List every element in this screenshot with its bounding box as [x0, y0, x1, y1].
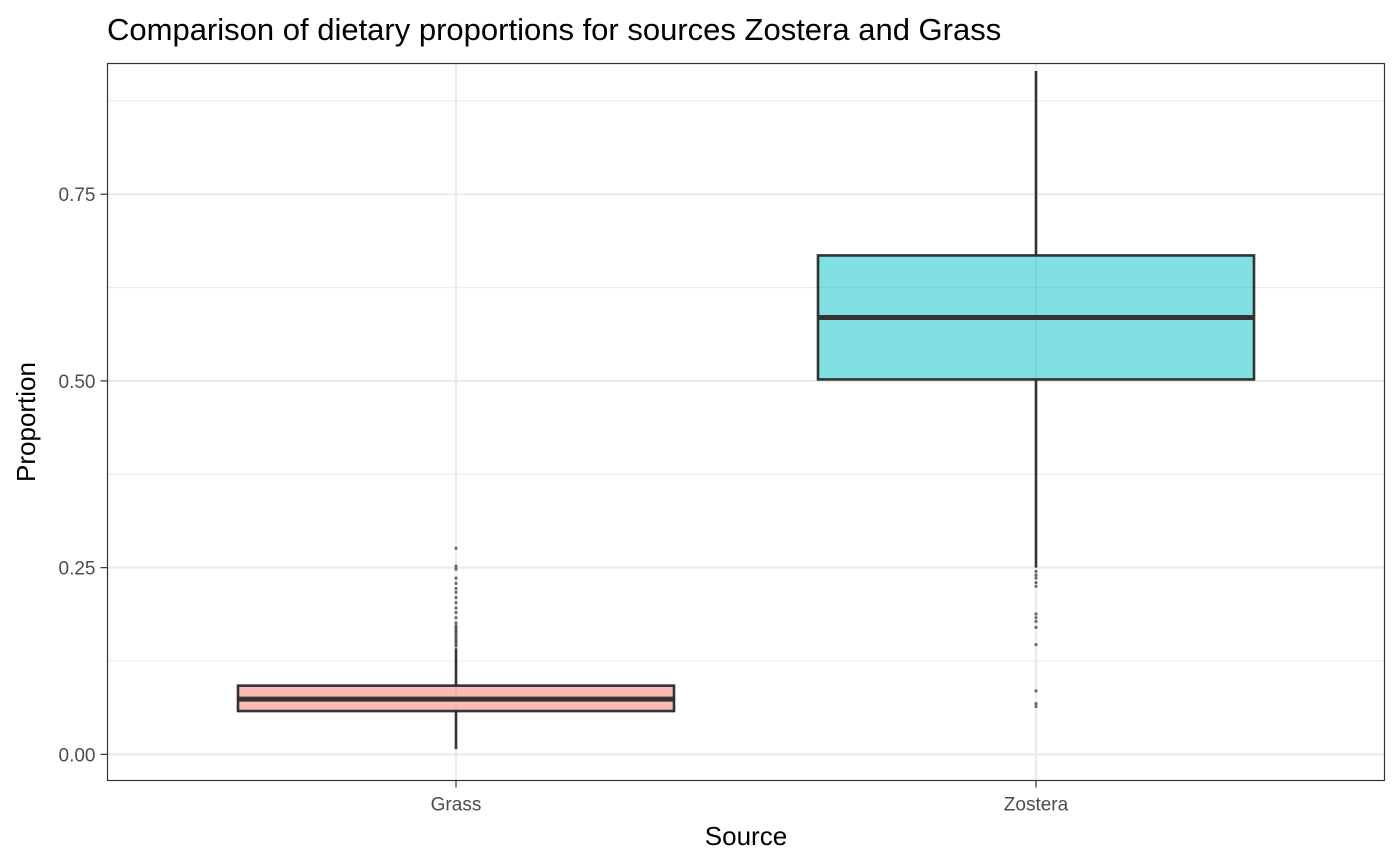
outlier-point	[1034, 569, 1038, 573]
outlier-point	[454, 606, 458, 610]
chart-title: Comparison of dietary proportions for so…	[107, 12, 1001, 47]
outlier-point	[1034, 616, 1038, 620]
outlier-point	[1034, 584, 1038, 588]
box-zostera	[816, 70, 1256, 709]
outlier-point	[454, 581, 458, 585]
outlier-point	[1034, 619, 1038, 624]
outlier-point	[454, 642, 458, 646]
outlier-point	[454, 628, 458, 632]
outlier-point	[1034, 576, 1038, 580]
outlier-point	[454, 637, 458, 641]
grid-layer	[107, 63, 1385, 781]
outlier-point	[1034, 612, 1038, 616]
outlier-point	[1034, 689, 1038, 693]
outlier-point	[1034, 704, 1038, 709]
outlier-point	[454, 621, 458, 625]
y-tick-label: 0.50	[59, 372, 96, 393]
outlier-point	[454, 595, 458, 600]
outlier-point	[454, 567, 458, 571]
outlier-point	[1034, 642, 1038, 647]
outlier-point	[454, 633, 458, 637]
outlier-point	[454, 635, 458, 639]
x-tick-label: Zostera	[1004, 795, 1069, 816]
outlier-point	[1034, 573, 1038, 577]
y-tick-label: 0.00	[59, 745, 96, 766]
outlier-point	[454, 601, 458, 605]
x-axis-title: Source	[705, 821, 787, 851]
outlier-point	[1034, 625, 1038, 629]
outlier-point	[454, 564, 458, 568]
y-tick-label: 0.25	[59, 559, 96, 580]
outlier-point	[454, 590, 458, 594]
outlier-point	[454, 610, 458, 615]
outlier-point	[454, 586, 458, 591]
outlier-point	[454, 644, 458, 648]
outlier-point	[1034, 701, 1038, 706]
outlier-point	[454, 576, 458, 580]
y-axis-title: Proportion	[11, 362, 41, 482]
outlier-point	[454, 639, 458, 644]
outlier-point	[454, 624, 458, 628]
outlier-point	[454, 616, 458, 620]
outlier-point	[454, 546, 458, 550]
axis-layer: 0.00 0.25 0.50 0.75 Grass Zostera	[59, 185, 1069, 815]
outlier-point	[1034, 580, 1038, 585]
panel-border	[106, 62, 1386, 782]
box-grass	[236, 546, 676, 750]
box-layer	[236, 70, 1256, 750]
outlier-point	[454, 626, 458, 630]
x-tick-label: Grass	[431, 795, 482, 816]
y-tick-label: 0.75	[59, 185, 96, 206]
outlier-point	[454, 631, 458, 635]
